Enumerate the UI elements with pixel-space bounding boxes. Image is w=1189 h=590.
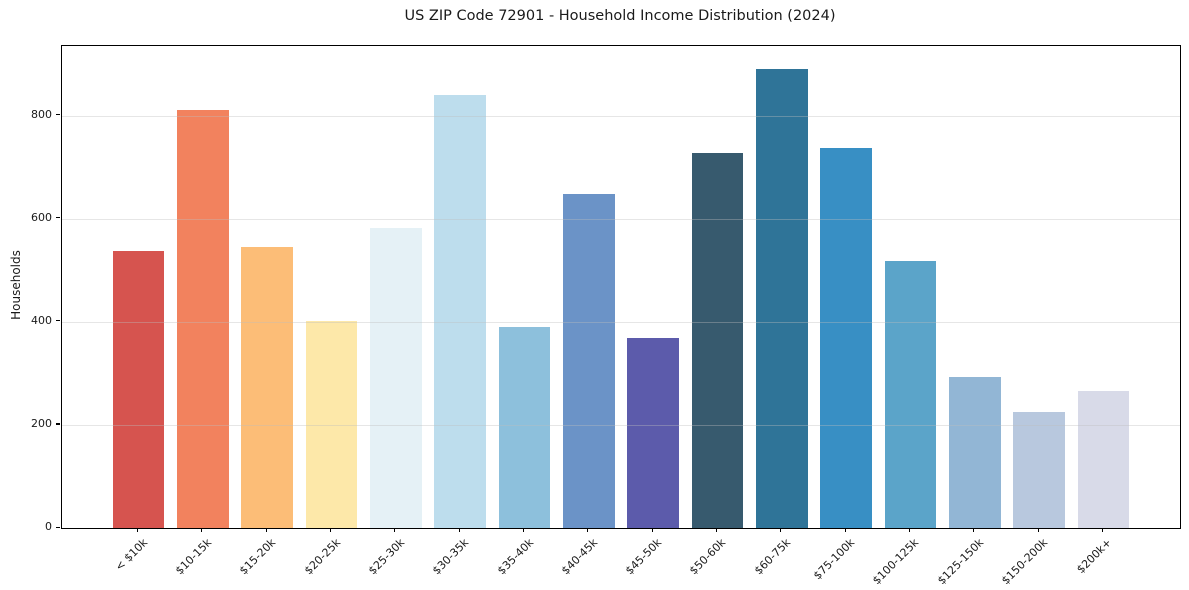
bar-$125-150k — [949, 376, 1001, 528]
x-tick-mark — [201, 528, 203, 533]
gridline-600 — [62, 218, 1180, 220]
x-tick-label: < $10k — [112, 536, 150, 574]
x-tick-mark — [715, 528, 718, 533]
x-tick-mark — [136, 528, 139, 533]
y-tick-label: 800 — [31, 107, 52, 121]
y-tick-mark — [56, 423, 60, 425]
bar-$35-40k — [498, 326, 551, 528]
y-tick-label: 200 — [31, 416, 52, 430]
gridline-200 — [62, 424, 1180, 426]
y-tick-mark — [56, 526, 60, 528]
bar-$150-200k — [1013, 412, 1065, 528]
y-tick-mark — [56, 114, 60, 116]
x-tick-mark — [522, 528, 525, 533]
chart-title: US ZIP Code 72901 - Household Income Dis… — [404, 8, 836, 24]
y-tick-mark — [56, 320, 60, 322]
x-tick-mark — [329, 528, 332, 533]
bar-$100-125k — [884, 260, 937, 528]
bar-$15-20k — [241, 246, 293, 528]
bar-$20-25k — [305, 320, 358, 528]
bar-$30-35k — [434, 94, 486, 528]
bar-$75-100k — [820, 148, 872, 528]
y-tick-label: 600 — [31, 210, 52, 224]
gridline-400 — [62, 321, 1180, 323]
bar-$25-30k — [370, 228, 422, 528]
x-tick-mark — [780, 528, 782, 533]
x-tick-mark — [1101, 528, 1104, 533]
y-tick-mark — [56, 217, 60, 219]
x-tick-mark — [458, 528, 460, 533]
x-tick-mark — [587, 528, 589, 533]
bar-$200k+ — [1077, 390, 1130, 528]
x-tick-mark — [844, 528, 846, 533]
x-tick-mark — [394, 528, 396, 533]
x-tick-mark — [1037, 528, 1039, 533]
bar-< $10k — [112, 250, 165, 528]
x-tick-mark — [908, 528, 911, 533]
x-tick-mark — [651, 528, 653, 533]
y-tick-label: 400 — [31, 313, 52, 327]
x-tick-mark — [973, 528, 975, 533]
bar-$60-75k — [756, 69, 808, 528]
plot-area — [61, 45, 1181, 529]
gridline-800 — [62, 115, 1180, 117]
x-tick-mark — [265, 528, 267, 533]
y-tick-label: 0 — [45, 520, 52, 533]
bar-$45-50k — [627, 337, 679, 528]
bar-$50-60k — [691, 152, 744, 528]
bar-$40-45k — [563, 193, 615, 528]
bar-$10-15k — [177, 110, 229, 528]
y-axis-label: Households — [9, 250, 23, 320]
